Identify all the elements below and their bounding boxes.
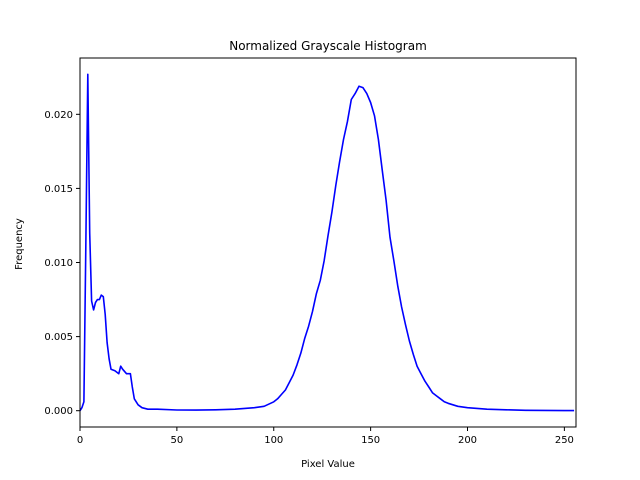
histogram-line bbox=[79, 73, 575, 412]
x-tick-label: 250 bbox=[555, 435, 574, 446]
y-tick-label: 0.010 bbox=[44, 258, 73, 269]
y-tick-label: 0.015 bbox=[44, 184, 73, 195]
axes-frame bbox=[79, 57, 577, 428]
y-tick-label: 0.000 bbox=[44, 406, 73, 417]
x-tick-label: 50 bbox=[171, 435, 184, 446]
axis-ticks: 0 50 100 150 200 250 0.000 0.005 0.010 0.015 0.020 bbox=[44, 110, 574, 446]
y-tick-label: 0.020 bbox=[44, 110, 73, 121]
x-axis-label: Pixel Value bbox=[301, 459, 355, 470]
x-tick-label: 150 bbox=[361, 435, 380, 446]
x-tick-label: 200 bbox=[458, 435, 477, 446]
chart-title: Normalized Grayscale Histogram bbox=[229, 39, 427, 53]
x-tick-label: 100 bbox=[264, 435, 283, 446]
y-tick-label: 0.005 bbox=[44, 332, 73, 343]
plot-area bbox=[79, 73, 575, 412]
x-tick-label: 0 bbox=[77, 435, 83, 446]
y-axis-label: Frequency bbox=[14, 218, 25, 270]
